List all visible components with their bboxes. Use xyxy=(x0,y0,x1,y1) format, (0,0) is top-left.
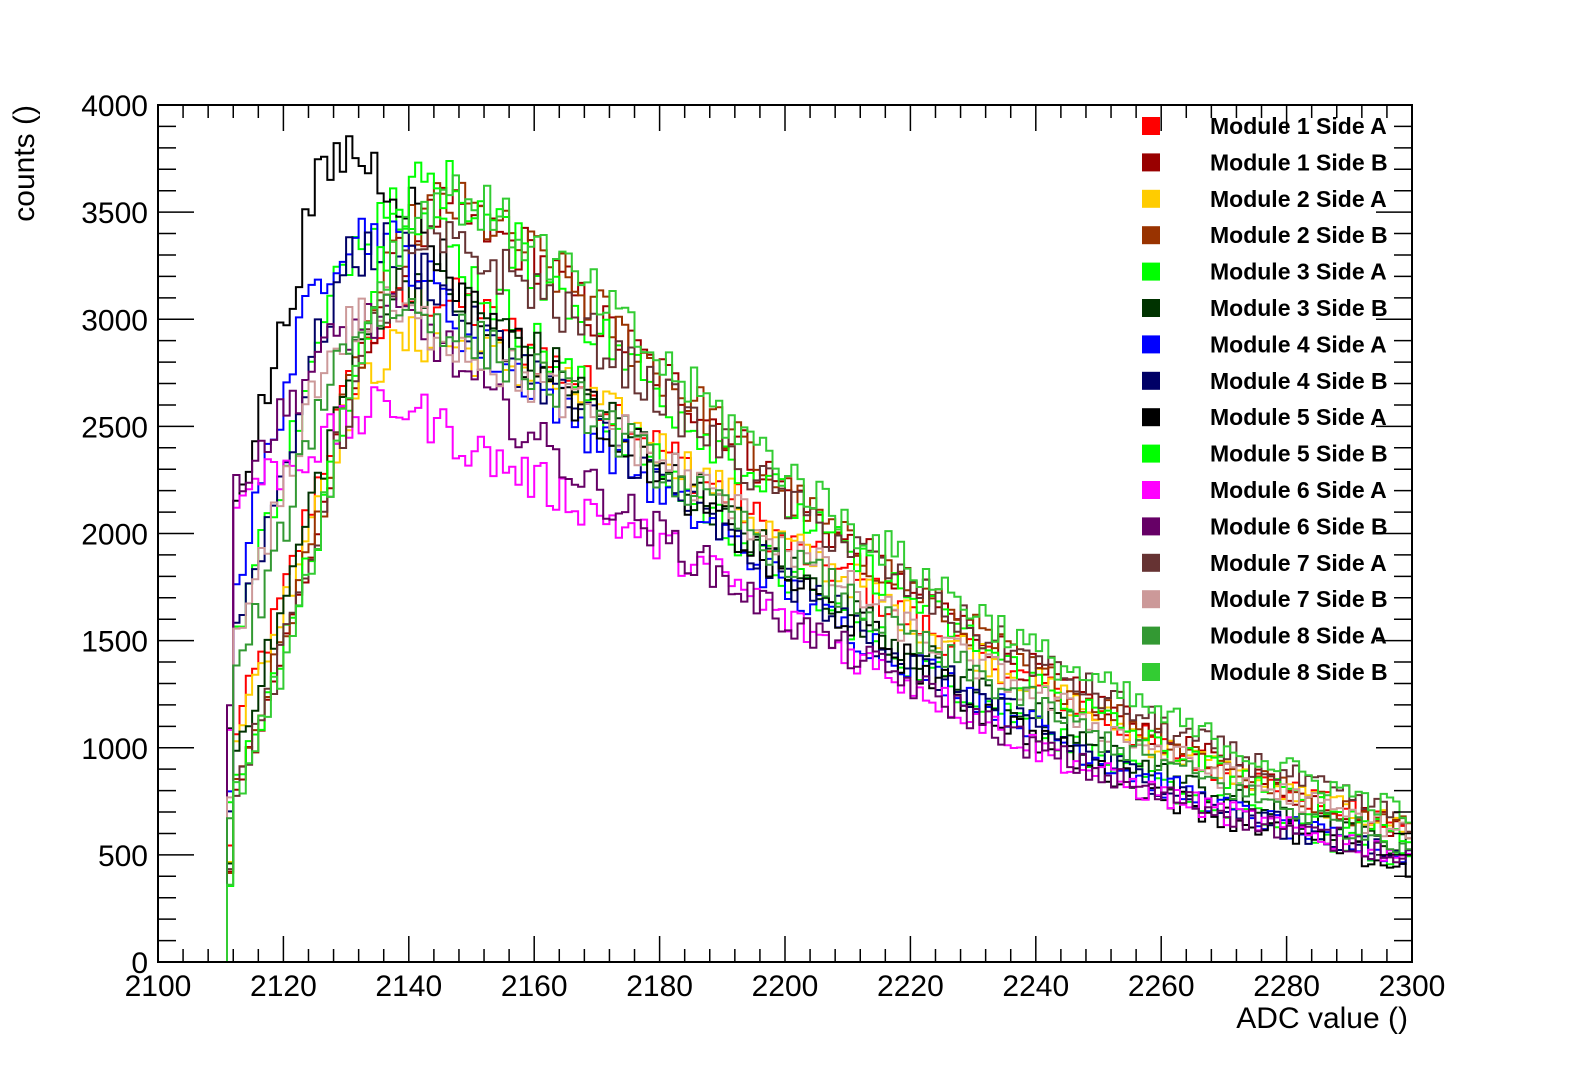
x-tick-label: 2100 xyxy=(125,970,192,1003)
legend-swatch xyxy=(1142,335,1160,354)
series-line-11 xyxy=(158,386,1412,963)
legend-swatch xyxy=(1142,153,1160,172)
legend-label: Module 2 Side A xyxy=(1210,186,1387,212)
legend-label: Module 6 Side A xyxy=(1210,477,1387,503)
legend-label: Module 6 Side B xyxy=(1210,513,1388,539)
legend-label: Module 1 Side B xyxy=(1210,149,1388,175)
x-axis-title: ADC value () xyxy=(1236,1002,1408,1035)
x-tick-label: 2220 xyxy=(877,970,944,1003)
legend-label: Module 7 Side A xyxy=(1210,550,1387,576)
legend-swatch xyxy=(1142,371,1160,390)
x-tick-label: 2200 xyxy=(752,970,819,1003)
axis-tick-labels: 2100 2120 2140 2160 2180 2200 2220 2240 2260 2280… xyxy=(81,90,1445,1003)
legend-swatch xyxy=(1142,590,1160,609)
legend-swatch xyxy=(1142,299,1160,317)
series-line-12 xyxy=(158,292,1412,963)
y-tick-label: 3500 xyxy=(81,197,148,230)
legend-swatch xyxy=(1142,517,1160,536)
x-tick-label: 2280 xyxy=(1253,970,1320,1003)
series-line-14 xyxy=(158,286,1412,963)
y-tick-label: 4000 xyxy=(81,90,148,123)
legend-swatch xyxy=(1142,444,1160,463)
series-line-3 xyxy=(158,316,1412,963)
legend-swatch xyxy=(1142,408,1160,427)
x-tick-label: 2300 xyxy=(1379,970,1446,1003)
legend-label: Module 2 Side B xyxy=(1210,222,1388,248)
legend-label: Module 3 Side A xyxy=(1210,259,1387,285)
legend-label: Module 8 Side B xyxy=(1210,659,1388,685)
legend: Module 1 Side A Module 1 Side B Module 2 S… xyxy=(1142,113,1388,685)
x-tick-label: 2240 xyxy=(1002,970,1069,1003)
x-tick-label: 2180 xyxy=(626,970,693,1003)
legend-swatch xyxy=(1142,262,1160,281)
series-line-15 xyxy=(158,293,1412,963)
series-line-10 xyxy=(158,160,1412,963)
legend-label: Module 4 Side B xyxy=(1210,368,1388,394)
x-tick-label: 2140 xyxy=(375,970,442,1003)
y-axis-title: counts () xyxy=(8,105,41,222)
x-tick-label: 2120 xyxy=(250,970,317,1003)
y-tick-label: 2500 xyxy=(81,411,148,444)
legend-swatch xyxy=(1142,481,1160,499)
legend-swatch xyxy=(1142,663,1160,681)
series-line-2 xyxy=(158,186,1412,963)
legend-swatch xyxy=(1142,553,1160,572)
legend-swatch xyxy=(1142,189,1160,208)
histogram-curves xyxy=(158,135,1412,963)
series-line-13 xyxy=(158,221,1412,963)
legend-swatch xyxy=(1142,626,1160,645)
series-line-9 xyxy=(158,135,1412,963)
y-tick-label: 3000 xyxy=(81,304,148,337)
y-tick-label: 1000 xyxy=(81,733,148,766)
legend-label: Module 7 Side B xyxy=(1210,586,1388,612)
x-tick-label: 2260 xyxy=(1128,970,1195,1003)
y-tick-label: 0 xyxy=(131,947,148,980)
legend-label: Module 1 Side A xyxy=(1210,113,1387,139)
series-line-4 xyxy=(158,181,1412,963)
legend-label: Module 5 Side A xyxy=(1210,404,1387,430)
legend-swatch xyxy=(1142,117,1160,135)
y-tick-label: 1500 xyxy=(81,626,148,659)
y-tick-label: 2000 xyxy=(81,519,148,552)
legend-label: Module 5 Side B xyxy=(1210,441,1388,467)
x-tick-label: 2160 xyxy=(501,970,568,1003)
y-tick-label: 500 xyxy=(98,840,148,873)
legend-label: Module 3 Side B xyxy=(1210,295,1388,321)
series-line-16 xyxy=(158,174,1412,963)
legend-label: Module 4 Side A xyxy=(1210,331,1387,357)
legend-swatch xyxy=(1142,226,1160,245)
axis-ticks xyxy=(157,104,1413,963)
legend-label: Module 8 Side A xyxy=(1210,623,1387,649)
